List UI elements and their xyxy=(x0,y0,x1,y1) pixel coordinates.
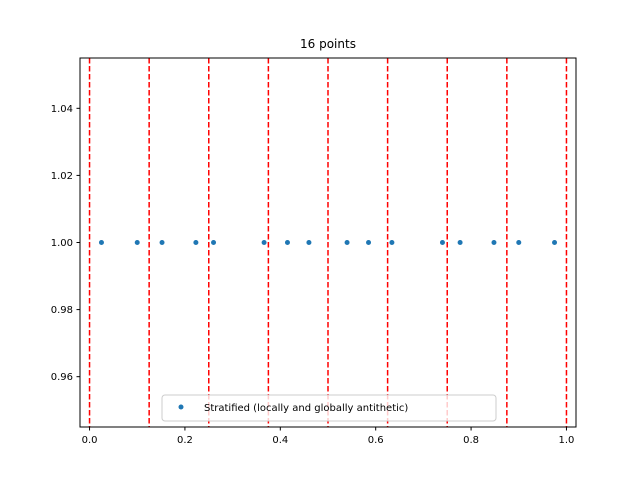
x-tick-label-5: 1.0 xyxy=(559,435,575,446)
y-tick-label-4: 1.04 xyxy=(51,104,73,115)
data-point-7 xyxy=(306,240,312,245)
plot-frame xyxy=(79,57,577,428)
data-point-15 xyxy=(552,240,558,245)
data-point-13 xyxy=(491,240,497,245)
x-tick-label-3: 0.6 xyxy=(368,435,384,446)
x-tick-label-2: 0.4 xyxy=(272,435,288,446)
y-axis: 0.96 0.98 1.00 1.02 1.04 xyxy=(51,104,80,383)
y-tick-label-1: 0.98 xyxy=(51,305,73,316)
data-point-11 xyxy=(439,240,445,245)
data-point-14 xyxy=(516,240,522,245)
y-tick-label-2: 1.00 xyxy=(51,238,73,249)
legend: Stratified (locally and globally antithe… xyxy=(161,394,497,422)
data-points xyxy=(98,240,558,245)
y-tick-label-3: 1.02 xyxy=(51,171,73,182)
legend-label: Stratified (locally and globally antithe… xyxy=(204,403,408,414)
legend-marker xyxy=(178,404,184,410)
data-point-0 xyxy=(98,240,104,245)
chart-title: 16 points xyxy=(300,37,356,51)
data-point-6 xyxy=(284,240,290,245)
x-tick-label-1: 0.2 xyxy=(177,435,193,446)
data-point-2 xyxy=(159,240,165,245)
data-point-8 xyxy=(344,240,350,245)
data-point-10 xyxy=(389,240,395,245)
x-axis: 0.0 0.2 0.4 0.6 0.8 1.0 xyxy=(82,427,575,446)
data-point-1 xyxy=(134,240,140,245)
x-tick-label-4: 0.8 xyxy=(463,435,479,446)
data-point-12 xyxy=(457,240,463,245)
vertical-divider-lines xyxy=(88,58,568,427)
data-point-9 xyxy=(366,240,372,245)
y-tick-label-0: 0.96 xyxy=(51,372,73,383)
x-tick-label-0: 0.0 xyxy=(82,435,98,446)
data-point-3 xyxy=(193,240,199,245)
data-point-5 xyxy=(261,240,267,245)
data-point-4 xyxy=(211,240,217,245)
legend-box xyxy=(161,394,497,422)
